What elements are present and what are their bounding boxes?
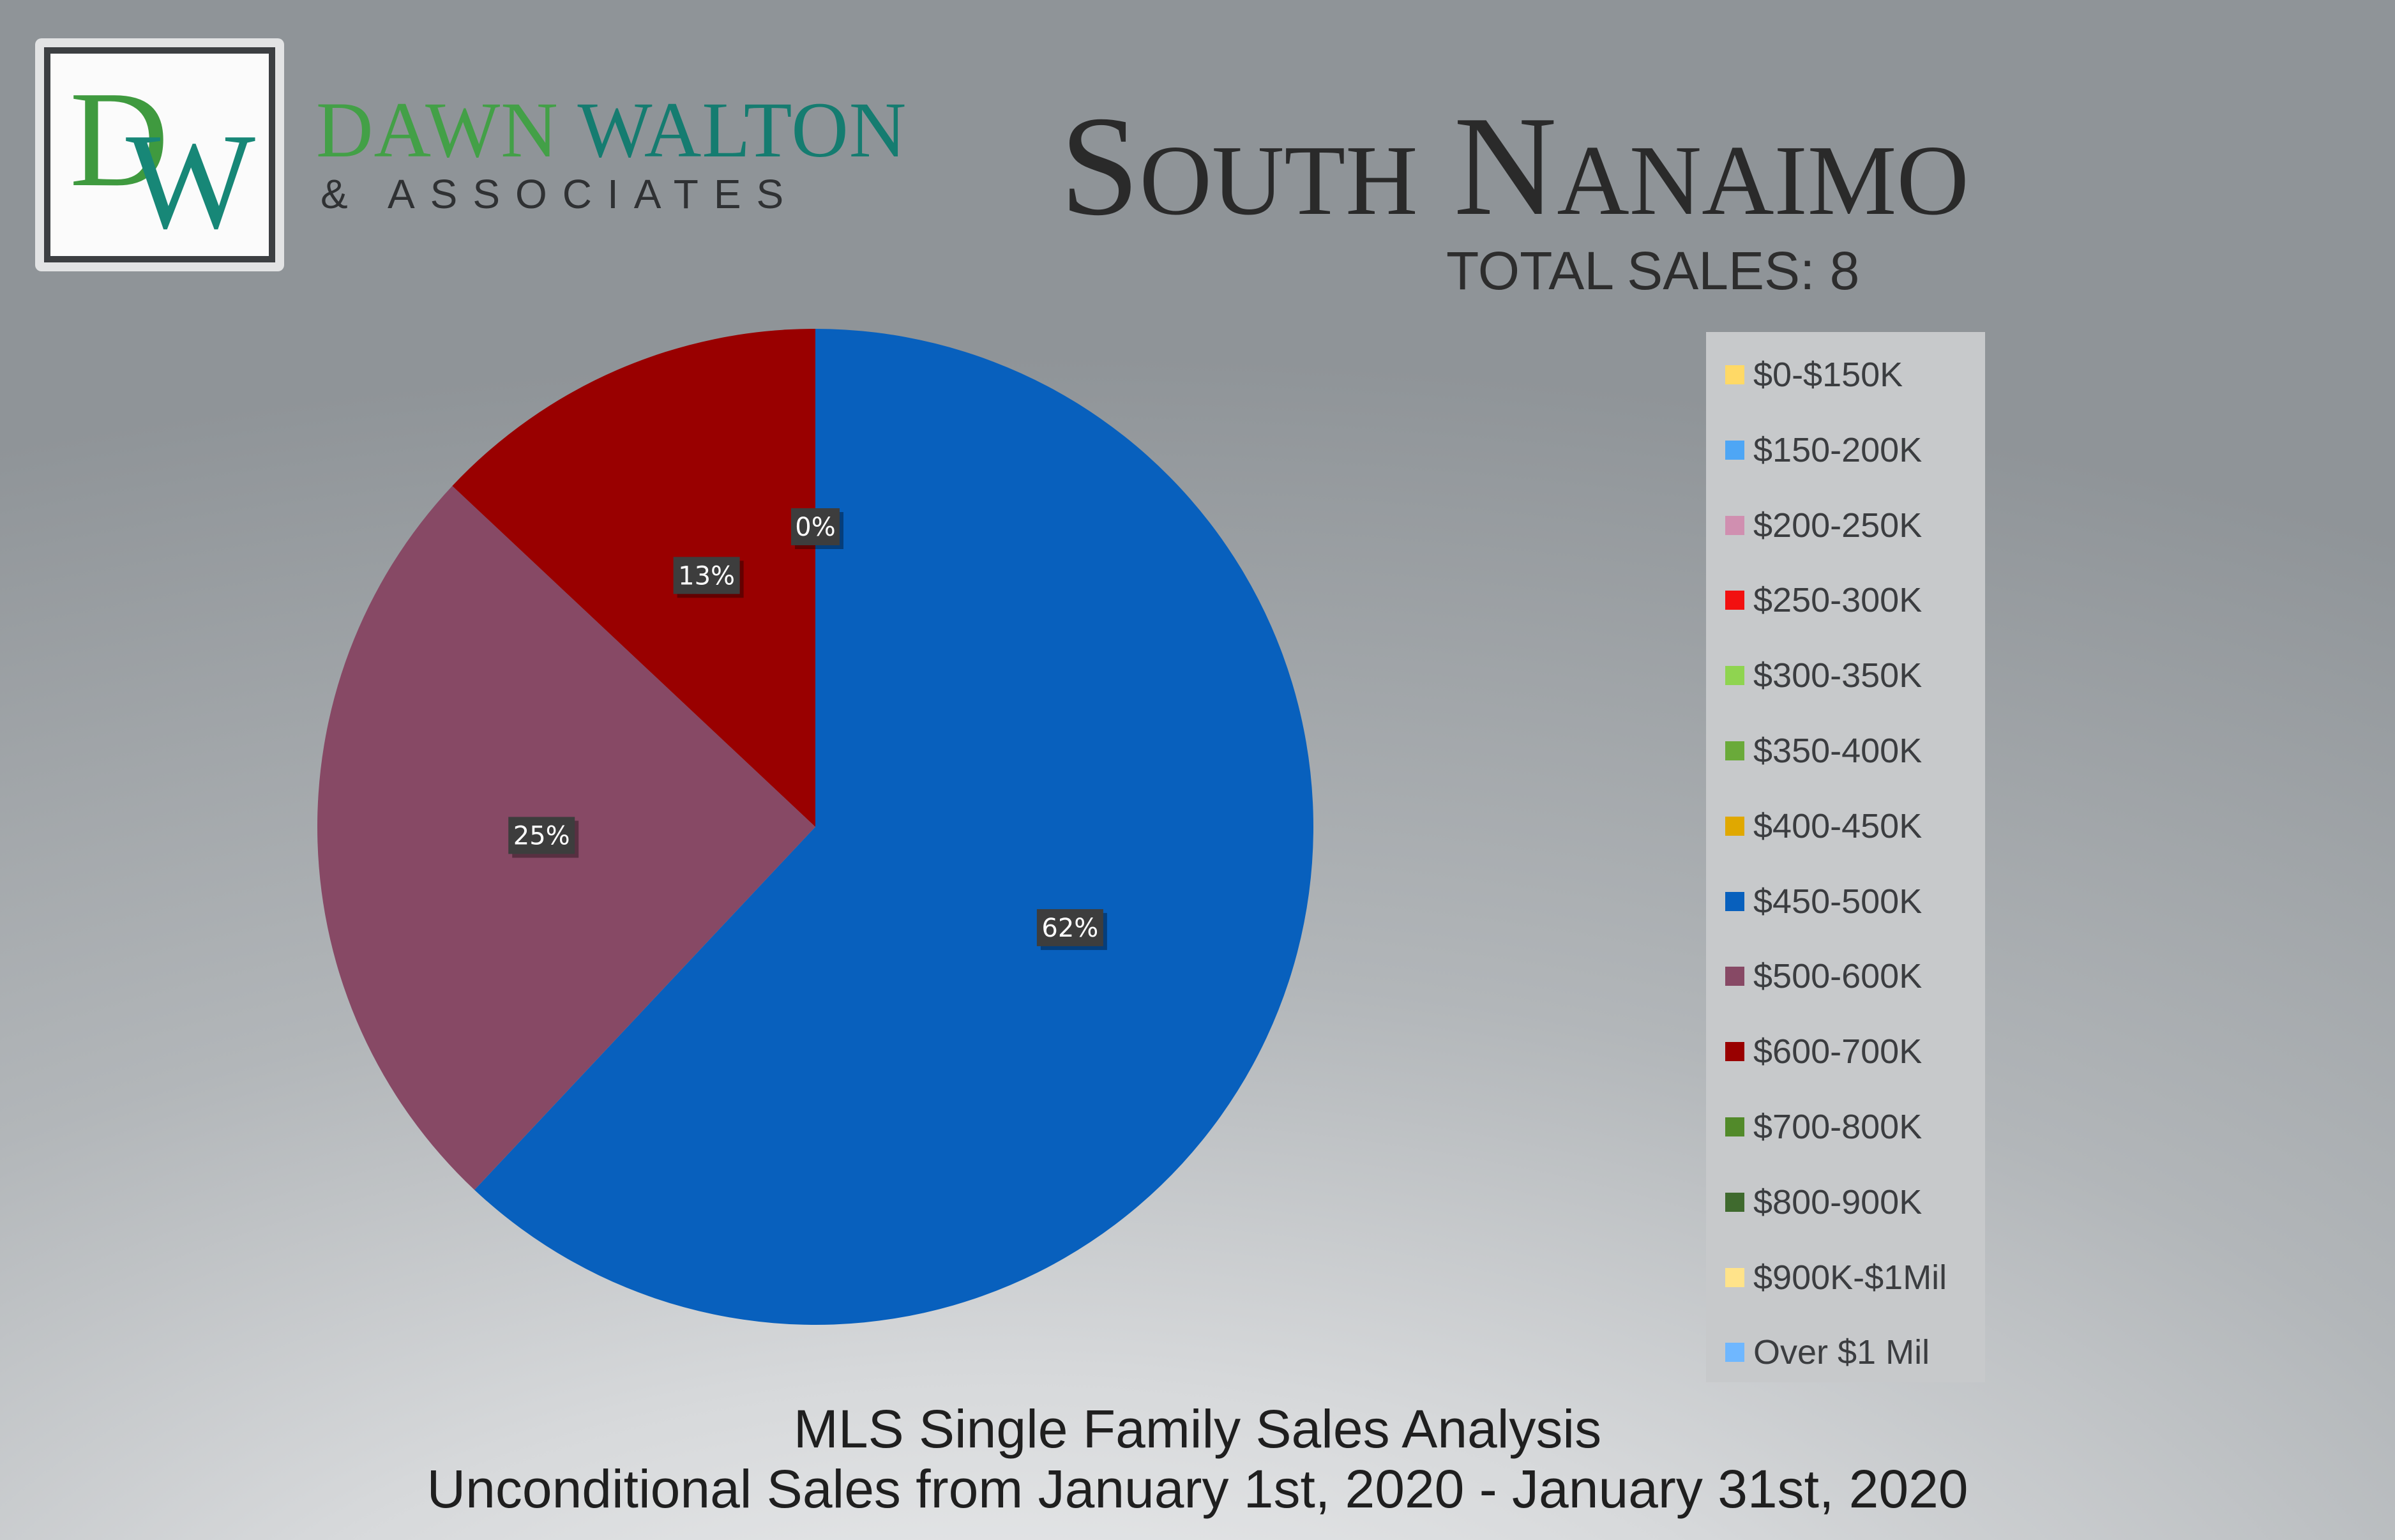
logo: D W [35, 38, 284, 271]
legend-label: $0-$150K [1753, 356, 1903, 394]
legend-label: $500-600K [1753, 957, 1923, 996]
legend-item-800-900k: $800-900K [1725, 1180, 1922, 1225]
total-sales: TOTAL SALES: 8 [1446, 241, 1860, 301]
legend-swatch [1725, 1192, 1744, 1212]
legend-swatch [1725, 967, 1744, 986]
legend-label: $800-900K [1753, 1182, 1923, 1221]
legend-swatch [1725, 1042, 1744, 1062]
legend-item-200-250k: $200-250K [1725, 503, 1922, 548]
legend-label: $450-500K [1753, 882, 1923, 921]
legend-label: $200-250K [1753, 506, 1923, 545]
legend-label: $150-200K [1753, 430, 1923, 469]
data-label-500-600k: 25% [508, 817, 579, 858]
legend-item-0-150k: $0-$150K [1725, 352, 1903, 397]
data-label-700-800k: 0% [791, 508, 843, 549]
legend-item-400-450k: $400-450K [1725, 804, 1922, 849]
pie-slice-450-500k [474, 329, 1313, 1325]
svg-text:62%: 62% [1041, 914, 1098, 943]
legend-label: $700-800K [1753, 1108, 1923, 1146]
title-text: South Nanaimo [1060, 87, 1969, 245]
brand-name-first: DAWN [316, 86, 559, 174]
legend-swatch [1725, 816, 1744, 836]
legend-swatch [1725, 515, 1744, 535]
chart-legend: $0-$150K $150-200K $200-250K $250-300K $300-… [1706, 332, 1985, 1382]
svg-text:25%: 25% [513, 821, 570, 850]
legend-label: $350-400K [1753, 732, 1923, 770]
legend-item-600-700k: $600-700K [1725, 1029, 1922, 1074]
legend-item-450-500k: $450-500K [1725, 879, 1922, 924]
legend-label: $600-700K [1753, 1032, 1923, 1071]
legend-item-900k-1mil: $900K-$1Mil [1725, 1255, 1947, 1300]
logo-monogram-w: W [126, 105, 255, 257]
legend-item-300-350k: $300-350K [1725, 653, 1922, 698]
pie-slices [317, 329, 1313, 1325]
page-title: South Nanaimo [1060, 94, 2331, 238]
legend-swatch [1725, 891, 1744, 911]
svg-text:0%: 0% [795, 513, 835, 542]
legend-swatch [1725, 1343, 1744, 1363]
logo-monogram-d: D [70, 63, 169, 215]
footer-line-2: Unconditional Sales from January 1st, 20… [427, 1459, 1968, 1519]
pie-data-labels: 62% 25% 13% 0% [508, 508, 1107, 950]
legend-label: $250-300K [1753, 581, 1923, 620]
legend-item-500-600k: $500-600K [1725, 954, 1922, 999]
legend-label: $300-350K [1753, 656, 1923, 695]
data-label-600-700k: 13% [673, 557, 744, 598]
legend-label: Over $1 Mil [1753, 1333, 1930, 1372]
legend-swatch [1725, 741, 1744, 760]
brand-name-second: WALTON [577, 86, 907, 174]
logo-monogram-frame: D W [44, 47, 275, 262]
brand-subtitle: & ASSOCIATES [321, 171, 799, 217]
footer-line-1: MLS Single Family Sales Analysis [793, 1399, 1602, 1459]
legend-swatch [1725, 591, 1744, 610]
legend-swatch [1725, 1117, 1744, 1136]
svg-text:13%: 13% [678, 561, 735, 591]
brand-name: DAWN WALTON [316, 91, 907, 170]
data-label-450-500k: 62% [1036, 909, 1107, 950]
legend-swatch [1725, 365, 1744, 384]
legend-item-700-800k: $700-800K [1725, 1105, 1922, 1149]
legend-label: $400-450K [1753, 806, 1923, 845]
legend-item-150-200k: $150-200K [1725, 428, 1922, 472]
legend-item-250-300k: $250-300K [1725, 578, 1922, 623]
legend-swatch [1725, 440, 1744, 460]
legend-swatch [1725, 1267, 1744, 1287]
legend-item-350-400k: $350-400K [1725, 728, 1922, 773]
legend-label: $900K-$1Mil [1753, 1258, 1947, 1297]
legend-item-over-1-mil: Over $1 Mil [1725, 1330, 1930, 1375]
legend-swatch [1725, 666, 1744, 686]
pie-slice-600-700k [452, 329, 815, 827]
